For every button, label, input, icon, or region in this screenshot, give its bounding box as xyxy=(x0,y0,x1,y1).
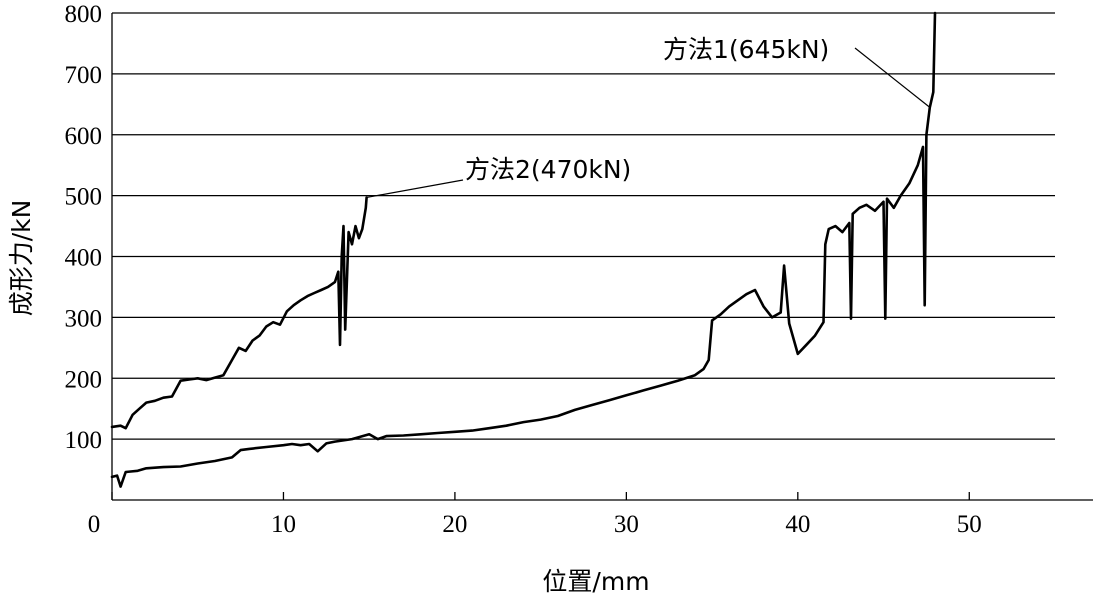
annotation-leader-1 xyxy=(854,47,931,108)
x-axis-ticks: 0 10 20 30 40 50 xyxy=(88,492,982,538)
annotation-label-2: 方法2(470kN) xyxy=(465,155,631,184)
gridlines xyxy=(112,12,1055,440)
series-lines xyxy=(110,11,937,488)
y-tick-label-500: 500 xyxy=(65,184,103,211)
x-tick-label-10: 10 xyxy=(271,511,296,538)
axes xyxy=(111,13,1093,501)
y-tick-label-700: 700 xyxy=(65,62,103,89)
y-tick-label-400: 400 xyxy=(65,245,103,272)
series-line-2 xyxy=(110,11,937,488)
x-tick-label-20: 20 xyxy=(442,511,467,538)
y-axis-title: 成形力/kN xyxy=(7,200,36,317)
y-axis-ticks: 100 200 300 400 500 600 700 800 xyxy=(65,1,103,454)
x-tick-label-0: 0 xyxy=(88,511,101,538)
x-tick-label-30: 30 xyxy=(614,511,639,538)
y-tick-label-600: 600 xyxy=(65,123,103,150)
annotations: 方法1(645kN) 方法2(470kN) xyxy=(366,35,931,199)
annotation-leader-2 xyxy=(366,179,464,199)
y-tick-label-200: 200 xyxy=(65,366,103,393)
y-tick-label-800: 800 xyxy=(65,1,103,28)
x-tick-label-50: 50 xyxy=(957,511,982,538)
annotation-label-1: 方法1(645kN) xyxy=(663,35,829,64)
y-tick-label-100: 100 xyxy=(65,427,103,454)
x-axis-title: 位置/mm xyxy=(542,567,649,596)
series-line-1 xyxy=(110,196,368,430)
x-tick-label-40: 40 xyxy=(785,511,810,538)
y-tick-label-300: 300 xyxy=(65,305,103,332)
